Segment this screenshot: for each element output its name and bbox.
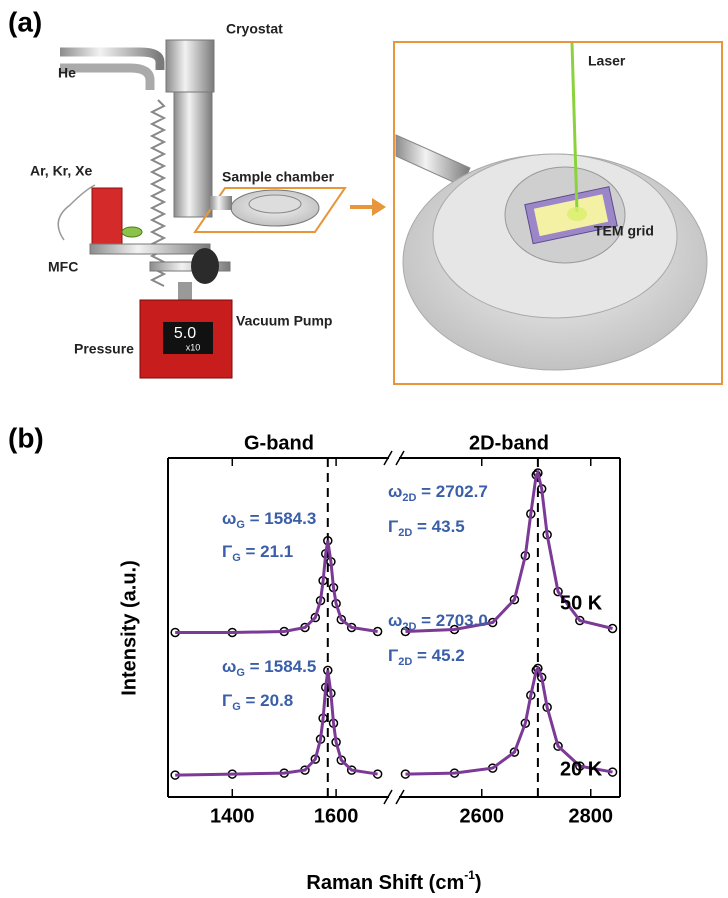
cryostat-head <box>165 39 215 93</box>
chamber-plane <box>193 187 347 233</box>
label: MFC <box>48 259 78 275</box>
annotation-subscript: G <box>236 667 245 679</box>
annotation-subscript: G <box>232 701 241 713</box>
x-axis-label: Raman Shift (cm-1) <box>306 868 481 894</box>
annotation-subscript: 2D <box>398 656 412 668</box>
panel-a: (a) 5.0 x10 Cryostat He Ar, Kr, Xe Sampl… <box>8 6 723 385</box>
x-label-sup: -1 <box>464 868 475 882</box>
annotation-value: = 1584.5 <box>245 657 316 676</box>
fit-line <box>405 469 613 633</box>
gas-source <box>91 187 123 245</box>
annotation-subscript: 2D <box>402 492 416 504</box>
valve <box>191 248 219 284</box>
annotation-subscript: 2D <box>398 527 412 539</box>
pump-neck <box>178 282 192 302</box>
annotation-subscript: G <box>232 552 241 564</box>
annotation-value: = 2703.0 <box>416 611 487 630</box>
annotation-value: = 43.5 <box>412 517 464 536</box>
axis-break <box>395 789 405 805</box>
annotation-value: = 21.1 <box>241 542 293 561</box>
annotation: ω2D = 2702.7 <box>388 482 488 503</box>
label: Ar, Kr, Xe <box>30 163 92 179</box>
annotation: ω2D = 2703.0 <box>388 611 488 632</box>
axis-break <box>383 450 393 466</box>
label: Pressure <box>74 341 134 357</box>
annotation-value: = 1584.3 <box>245 509 316 528</box>
annotation-value: = 45.2 <box>412 646 464 665</box>
band-label: 2D-band <box>469 432 549 454</box>
annotation-symbol: Γ <box>222 542 232 561</box>
he-tube <box>60 47 165 70</box>
series-label: 20 K <box>560 758 603 780</box>
annotation-symbol: ω <box>222 657 236 676</box>
x-label-suffix: ) <box>475 872 482 894</box>
annotation: ωG = 1584.3 <box>222 509 316 530</box>
annotation-value: = 2702.7 <box>416 482 487 501</box>
pump-line <box>149 261 231 272</box>
label: Vacuum Pump <box>236 313 332 329</box>
x-tick-label: 2800 <box>569 805 614 827</box>
fit-line <box>175 540 378 634</box>
chamber-inner <box>248 194 302 214</box>
chamber-arm <box>210 196 232 210</box>
axis-break <box>383 789 393 805</box>
annotation: Γ2D = 43.5 <box>388 517 465 538</box>
annotation: ΓG = 21.1 <box>222 542 293 563</box>
gas-line <box>57 184 96 241</box>
gas-manifold <box>89 243 211 255</box>
x-label-text: Raman Shift (cm <box>306 872 464 894</box>
label: Sample chamber <box>222 169 335 185</box>
fit-line <box>175 670 378 777</box>
spring <box>149 99 167 287</box>
annotation-symbol: ω <box>388 482 402 501</box>
panel-label: (a) <box>8 6 42 37</box>
laser-beam <box>570 42 579 213</box>
label: TEM grid <box>594 223 654 239</box>
annotation-symbol: ω <box>222 509 236 528</box>
mfc-valve <box>121 226 143 238</box>
annotation-symbol: ω <box>388 611 402 630</box>
annotation: Γ2D = 45.2 <box>388 646 465 667</box>
band-label: G-band <box>244 432 314 454</box>
x-tick-label: 1600 <box>314 805 359 827</box>
label: Laser <box>588 53 626 69</box>
annotation: ωG = 1584.5 <box>222 657 316 678</box>
he-tube <box>60 63 155 90</box>
label: Cryostat <box>226 21 283 37</box>
axis-break <box>395 450 405 466</box>
display-unit: x10 <box>186 342 201 352</box>
fit-line <box>405 665 613 776</box>
x-tick-label: 2600 <box>460 805 505 827</box>
x-tick-label: 1400 <box>210 805 255 827</box>
annotation: ΓG = 20.8 <box>222 691 293 712</box>
annotation-symbol: Γ <box>222 691 232 710</box>
annotation-symbol: Γ <box>388 517 398 536</box>
data-point <box>533 663 543 674</box>
arrow <box>350 198 386 216</box>
series-label: 50 K <box>560 592 603 614</box>
y-axis-label: Intensity (a.u.) <box>118 560 140 696</box>
annotation-subscript: G <box>236 519 245 531</box>
laser-spot <box>567 207 587 221</box>
display-value: 5.0 <box>174 325 196 342</box>
annotation-subscript: 2D <box>402 621 416 633</box>
cryostat-body <box>173 91 213 218</box>
annotation-symbol: Γ <box>388 646 398 665</box>
annotation-value: = 20.8 <box>241 691 293 710</box>
gauge-display <box>163 322 213 354</box>
panel-label: (b) <box>8 422 44 453</box>
label: He <box>58 65 76 81</box>
